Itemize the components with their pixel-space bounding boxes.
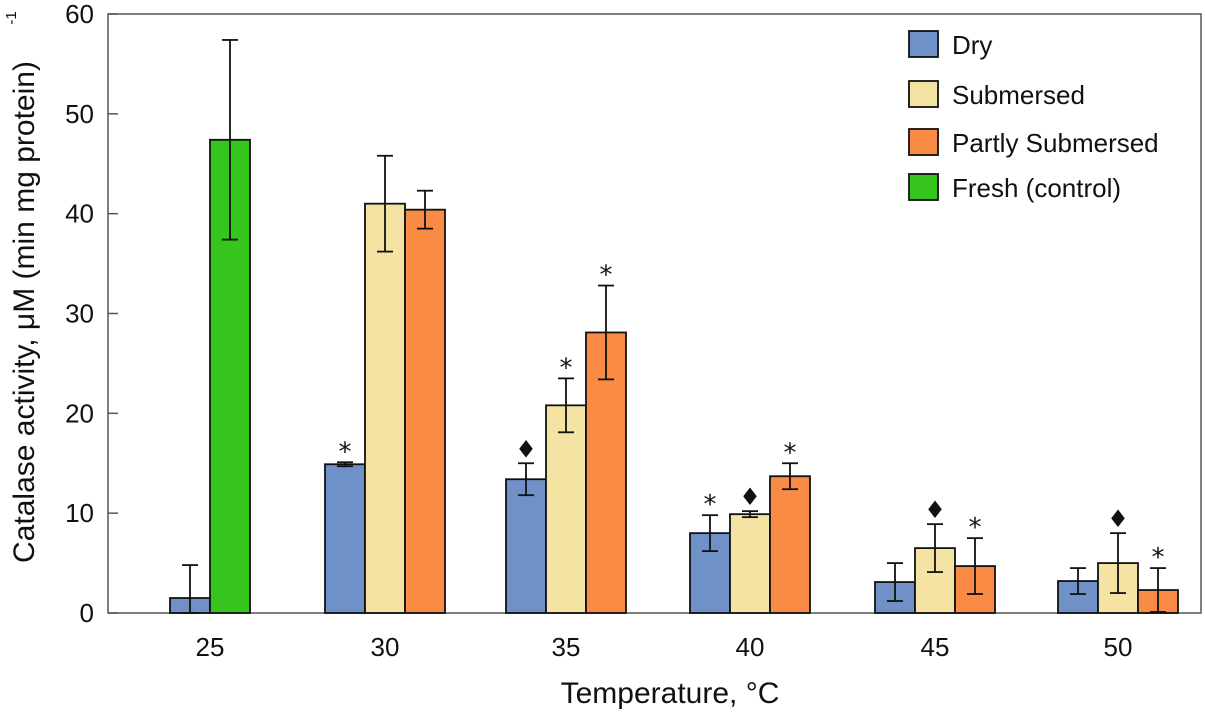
bars xyxy=(169,138,1179,614)
bar-submersed-30 xyxy=(364,202,406,614)
legend-swatch xyxy=(908,173,939,201)
x-tick-label: 30 xyxy=(371,632,400,662)
y-tick-label: 50 xyxy=(65,99,94,129)
legend-swatch xyxy=(908,80,939,108)
bar-partly-submersed-40 xyxy=(769,475,811,614)
significance-star: * xyxy=(704,490,717,520)
y-tick-label: 20 xyxy=(65,398,94,428)
bar-dry-35 xyxy=(505,478,547,614)
x-axis-label: Temperature, °C xyxy=(561,677,780,710)
significance-diamond: ♦ xyxy=(515,435,537,463)
legend: Dry Submersed Partly Submersed Fresh (contr… xyxy=(908,30,1159,203)
x-axis: 25 30 35 40 45 50 xyxy=(196,632,1133,662)
legend-label: Dry xyxy=(952,30,992,60)
significance-star: * xyxy=(560,353,573,383)
y-tick-label: 40 xyxy=(65,199,94,229)
x-tick-label: 45 xyxy=(921,632,950,662)
y-tick-label: 60 xyxy=(65,0,94,29)
y-axis: 0 10 20 30 40 50 60 xyxy=(65,0,118,628)
error-bars xyxy=(182,39,1166,614)
significance-markers: * ♦ * * * ♦ * ♦ * ♦ * xyxy=(339,261,1165,574)
x-tick-label: 40 xyxy=(736,632,765,662)
y-tick-label: 30 xyxy=(65,299,94,329)
bar-partly-submersed-30 xyxy=(404,208,446,614)
y-axis-label: Catalase activity, μM (min mg protein) xyxy=(8,61,41,563)
y-tick-label: 10 xyxy=(65,498,94,528)
significance-star: * xyxy=(1152,543,1165,573)
x-tick-label: 50 xyxy=(1104,632,1133,662)
x-tick-label: 25 xyxy=(196,632,225,662)
legend-label: Fresh (control) xyxy=(952,173,1121,203)
x-tick-label: 35 xyxy=(552,632,581,662)
bar-dry-30 xyxy=(324,463,366,614)
legend-label: Submersed xyxy=(952,80,1085,110)
significance-star: * xyxy=(600,261,613,291)
bar-submersed-35 xyxy=(545,404,587,614)
y-axis-label-superscript: -1 xyxy=(3,11,20,24)
significance-diamond: ♦ xyxy=(1107,505,1129,533)
significance-star: * xyxy=(339,437,352,467)
bar-submersed-40 xyxy=(729,513,771,614)
significance-diamond: ♦ xyxy=(739,483,761,511)
legend-swatch xyxy=(908,30,939,58)
legend-label: Partly Submersed xyxy=(952,128,1159,158)
legend-swatch xyxy=(908,128,939,156)
y-tick-label: 0 xyxy=(80,598,94,628)
significance-star: * xyxy=(784,438,797,468)
significance-star: * xyxy=(969,513,982,543)
significance-diamond: ♦ xyxy=(924,496,946,524)
